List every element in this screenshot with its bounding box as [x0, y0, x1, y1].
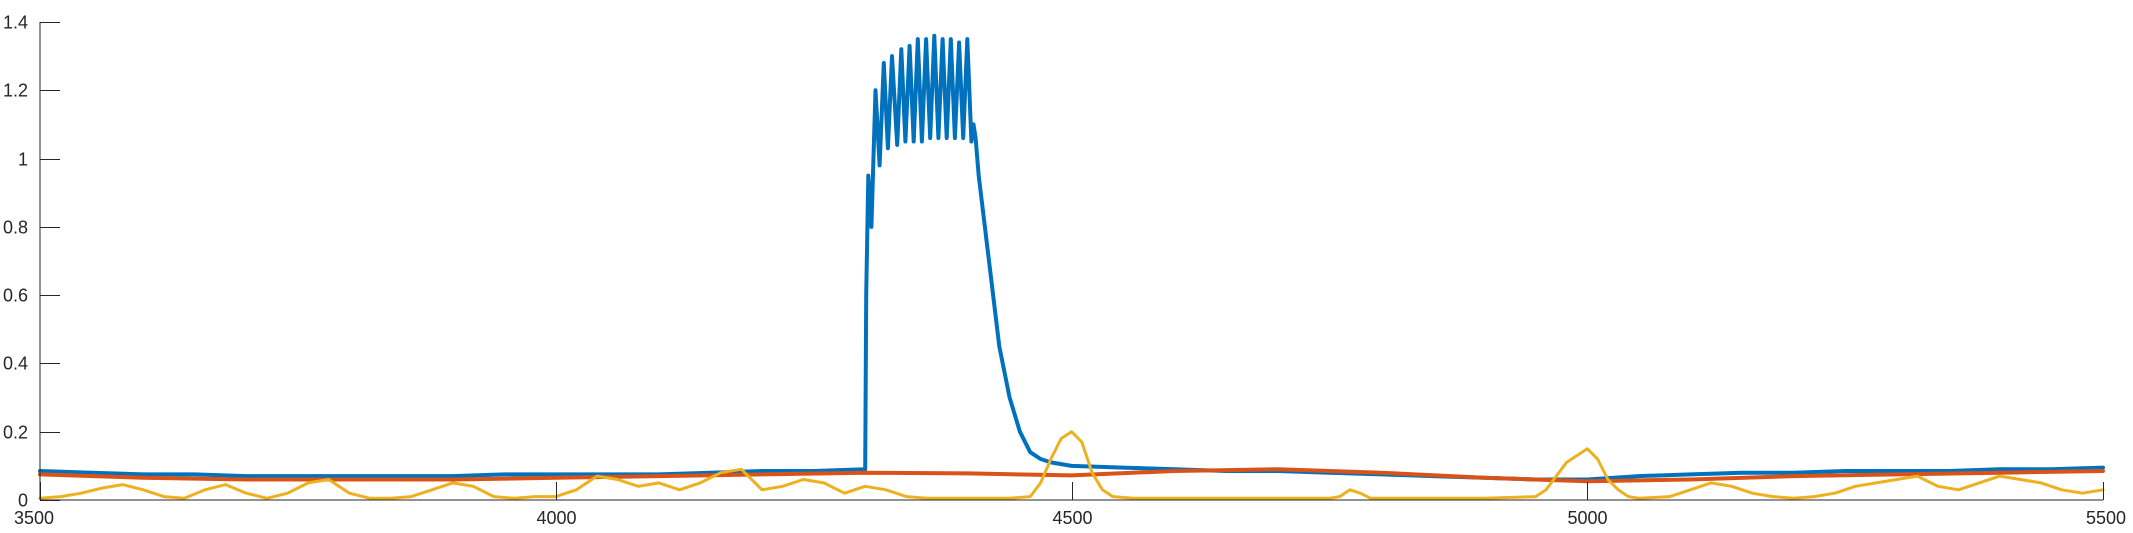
- x-tick-label: 5500: [2086, 508, 2126, 528]
- y-tick-label: 0.4: [3, 354, 28, 374]
- x-ticks: 3500 4000 4500 5000 5500: [14, 482, 2126, 528]
- y-tick-label: 0.2: [3, 423, 28, 443]
- y-tick-label: 0: [18, 491, 28, 511]
- x-tick-label: 5000: [1567, 508, 1607, 528]
- y-ticks: 0 0.2 0.4 0.6 0.8 1 1.2 1.4: [3, 13, 60, 511]
- series-line-3: [38, 430, 2105, 500]
- series-layer: [38, 33, 2105, 500]
- axes-layer: [39, 22, 2103, 501]
- x-tick-label: 3500: [14, 508, 54, 528]
- x-tick-label: 4000: [536, 508, 576, 528]
- x-tick-label: 4500: [1052, 508, 1092, 528]
- y-tick-label: 1.2: [3, 81, 28, 101]
- series-line-2: [38, 467, 2105, 484]
- y-tick-label: 0.8: [3, 218, 28, 238]
- y-tick-label: 1.4: [3, 13, 28, 33]
- y-tick-label: 0.6: [3, 286, 28, 306]
- series-line-1: [38, 33, 2105, 482]
- y-tick-label: 1: [18, 150, 28, 170]
